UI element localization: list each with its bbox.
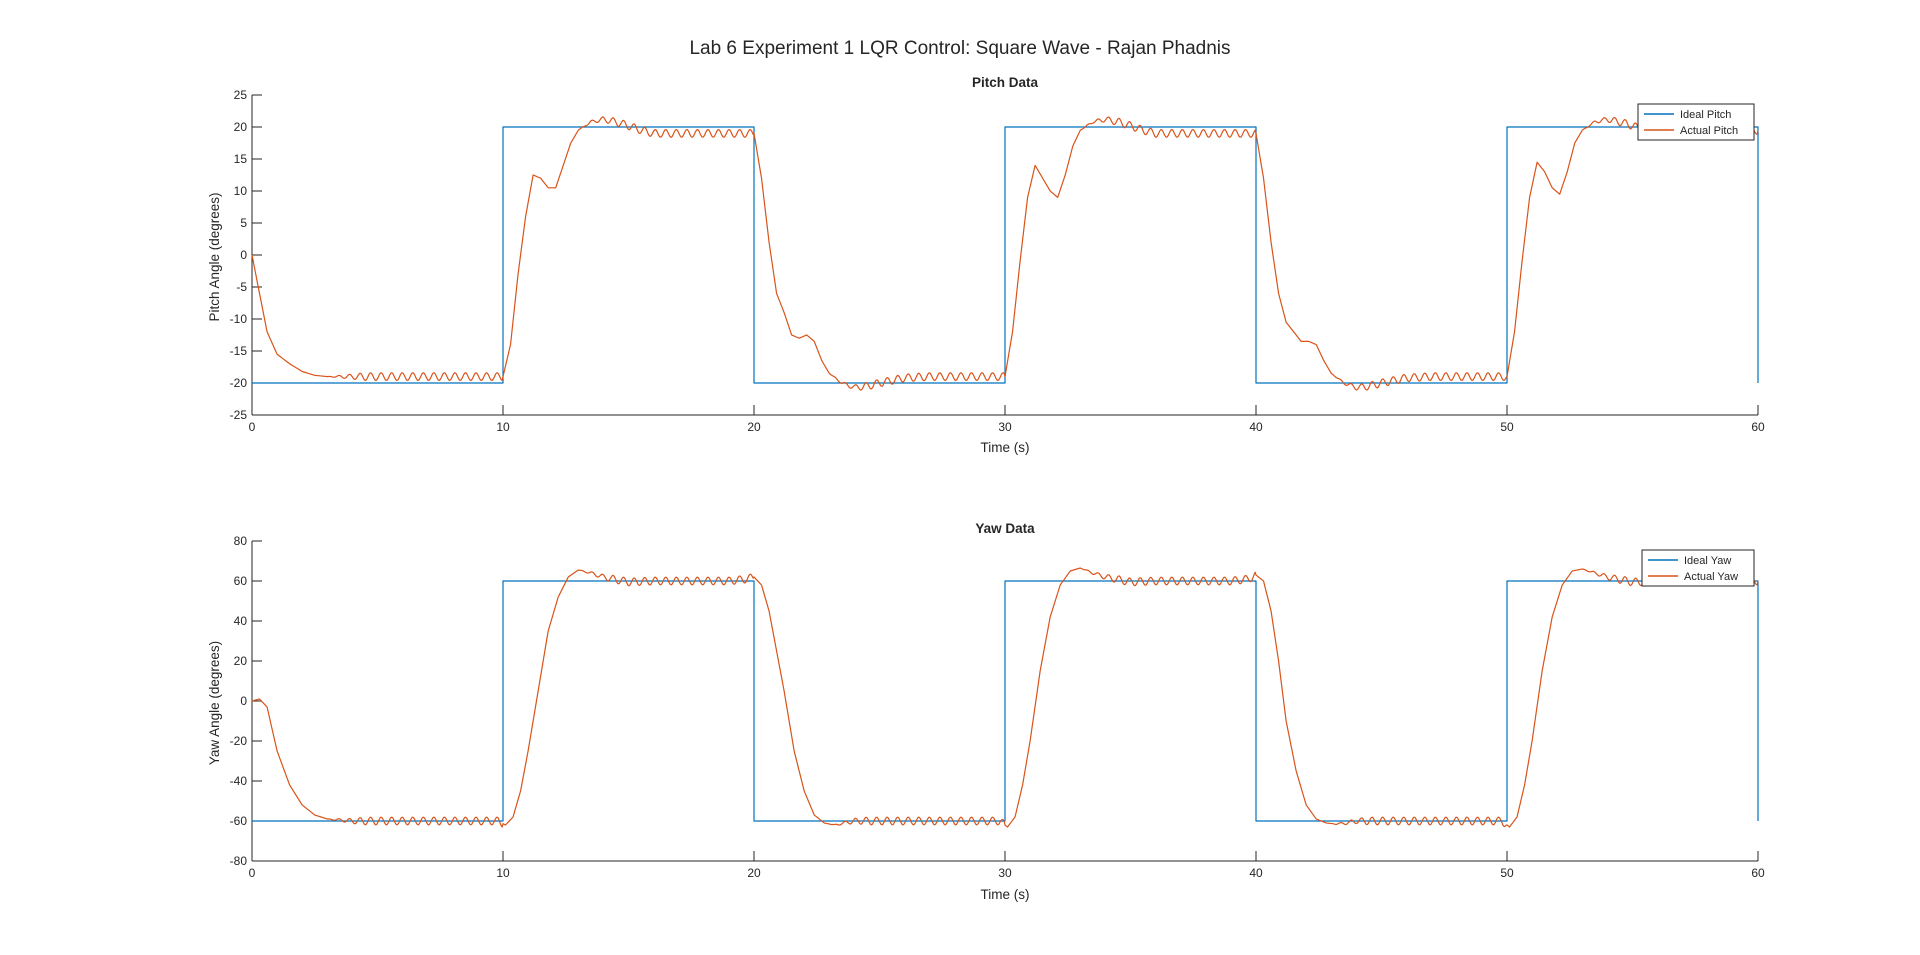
yaw-x-tick-label: 20 — [747, 866, 761, 880]
pitch-plot-area — [251, 116, 1759, 391]
pitch-x-tick-label: 60 — [1751, 420, 1765, 434]
yaw-series-actual-line — [251, 567, 1759, 828]
pitch-y-tick-label: -25 — [230, 408, 248, 422]
yaw-subplot-title: Yaw Data — [975, 521, 1035, 536]
pitch-subplot: Pitch Data -25 -20 -15 -10 -5 0 5 10 15 20 25 0 10 20… — [207, 75, 1765, 455]
pitch-series-ideal-line — [252, 126, 1759, 384]
yaw-legend-entry: Ideal Yaw — [1684, 555, 1731, 567]
yaw-legend-entry: Actual Yaw — [1684, 571, 1738, 583]
yaw-axis-ticks: -80 -60 -40 -20 0 20 40 60 80 0 10 20 30 40 50 60 — [230, 534, 1765, 880]
pitch-y-tick-label: -5 — [236, 280, 247, 294]
yaw-y-axis-label: Yaw Angle (degrees) — [207, 641, 222, 765]
yaw-y-tick-label: 0 — [240, 694, 247, 708]
yaw-y-tick-label: -60 — [230, 814, 248, 828]
pitch-x-tick-label: 20 — [747, 420, 761, 434]
pitch-y-tick-label: 0 — [240, 248, 247, 262]
figure-suptitle: Lab 6 Experiment 1 LQR Control: Square W… — [689, 38, 1230, 59]
pitch-subplot-title: Pitch Data — [972, 75, 1039, 90]
pitch-y-tick-label: 5 — [240, 216, 247, 230]
yaw-y-tick-label: -20 — [230, 734, 248, 748]
yaw-y-tick-label: -80 — [230, 854, 248, 868]
pitch-x-tick-label: 40 — [1249, 420, 1263, 434]
pitch-x-axis-label: Time (s) — [981, 440, 1030, 455]
pitch-legend-entry: Ideal Pitch — [1680, 109, 1731, 121]
yaw-y-tick-label: 20 — [234, 654, 248, 668]
pitch-y-tick-label: -10 — [230, 312, 248, 326]
yaw-legend: Ideal Yaw Actual Yaw — [1641, 549, 1755, 587]
pitch-legend-box — [1637, 103, 1755, 141]
pitch-x-tick-label: 50 — [1500, 420, 1514, 434]
pitch-y-tick-label: -20 — [230, 376, 248, 390]
yaw-plot-area — [251, 567, 1759, 828]
pitch-y-tick-label: -15 — [230, 344, 248, 358]
pitch-series-actual-line — [251, 116, 1759, 391]
yaw-y-tick-label: 80 — [234, 534, 248, 548]
pitch-y-tick-label: 10 — [234, 184, 248, 198]
yaw-y-tick-label: 60 — [234, 574, 248, 588]
pitch-y-tick-label: 15 — [234, 152, 248, 166]
pitch-legend-entry: Actual Pitch — [1680, 125, 1738, 137]
yaw-x-tick-label: 50 — [1500, 866, 1514, 880]
yaw-x-tick-label: 10 — [496, 866, 510, 880]
yaw-legend-box — [1641, 549, 1755, 587]
pitch-axis-ticks: -25 -20 -15 -10 -5 0 5 10 15 20 25 0 10 20 30 40 50 60 — [230, 88, 1765, 434]
yaw-subplot: Yaw Data -80 -60 -40 -20 0 20 40 60 80 0 10 20 30 40 5… — [207, 521, 1765, 902]
pitch-y-tick-label: 25 — [234, 88, 248, 102]
pitch-legend: Ideal Pitch Actual Pitch — [1637, 103, 1755, 141]
yaw-x-axis-label: Time (s) — [981, 887, 1030, 902]
yaw-x-tick-label: 60 — [1751, 866, 1765, 880]
pitch-x-tick-label: 30 — [998, 420, 1012, 434]
pitch-x-tick-label: 0 — [249, 420, 256, 434]
yaw-x-tick-label: 40 — [1249, 866, 1263, 880]
yaw-x-tick-label: 30 — [998, 866, 1012, 880]
pitch-x-tick-label: 10 — [496, 420, 510, 434]
yaw-x-tick-label: 0 — [249, 866, 256, 880]
pitch-y-tick-label: 20 — [234, 120, 248, 134]
yaw-y-tick-label: 40 — [234, 614, 248, 628]
yaw-y-tick-label: -40 — [230, 774, 248, 788]
yaw-series-ideal-line — [252, 580, 1759, 822]
pitch-y-axis-label: Pitch Angle (degrees) — [207, 192, 222, 321]
